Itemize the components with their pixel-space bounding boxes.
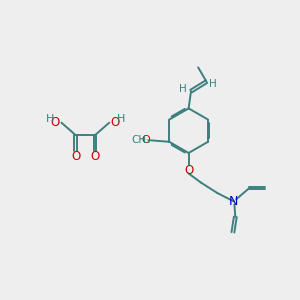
Text: H: H bbox=[116, 114, 125, 124]
Text: H: H bbox=[208, 79, 216, 89]
Text: O: O bbox=[184, 164, 193, 177]
Text: N: N bbox=[229, 195, 239, 208]
Text: O: O bbox=[111, 116, 120, 129]
Text: O: O bbox=[90, 150, 100, 163]
Text: O: O bbox=[71, 150, 80, 163]
Text: H: H bbox=[179, 84, 187, 94]
Text: O: O bbox=[142, 135, 150, 145]
Text: methoxy: methoxy bbox=[140, 139, 146, 140]
Text: H: H bbox=[46, 114, 54, 124]
Text: O: O bbox=[51, 116, 60, 129]
Text: CH₃: CH₃ bbox=[131, 135, 150, 145]
